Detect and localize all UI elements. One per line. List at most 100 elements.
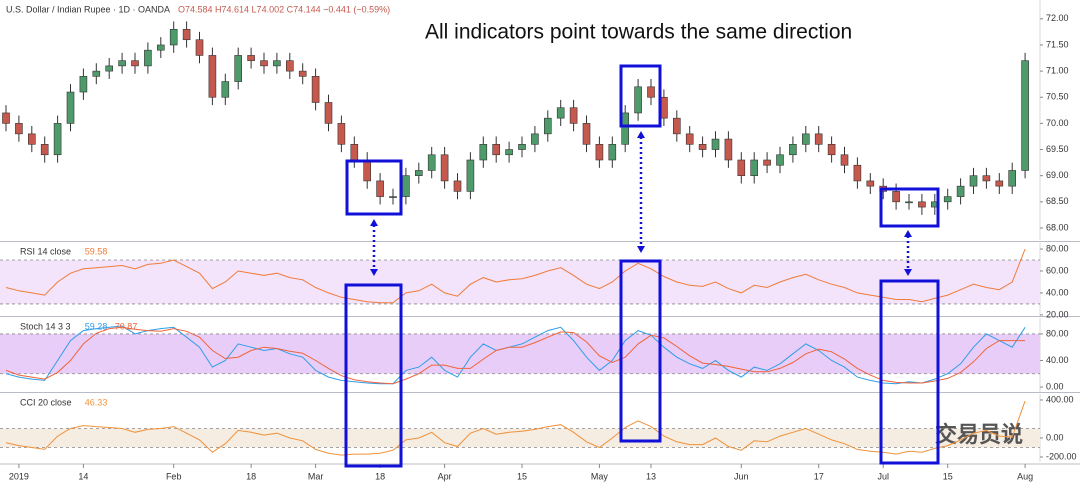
arrow-head	[370, 269, 378, 276]
indicator-value: 70.87	[115, 321, 138, 331]
arrow-head	[904, 230, 912, 237]
indicator-value: 59.28	[85, 321, 108, 331]
x-tick-label: 15	[943, 471, 953, 481]
candle-body	[776, 154, 784, 166]
candle-body	[789, 144, 797, 156]
candle-body	[195, 39, 204, 56]
indicator-value: 46.33	[85, 397, 108, 407]
candle-body	[1008, 170, 1017, 187]
arrow-head	[637, 131, 645, 138]
y-tick-label: 70.00	[1046, 118, 1069, 128]
y-tick-label: 70.50	[1046, 92, 1069, 102]
candle-body	[79, 76, 88, 93]
y-tick-label: 400.00	[1046, 394, 1074, 404]
candle-body	[995, 180, 1004, 187]
y-tick-label: -200.00	[1046, 451, 1077, 461]
candle-body	[956, 185, 965, 197]
y-tick-label: 20.00	[1046, 309, 1069, 319]
candle-body	[750, 159, 759, 176]
candle-body	[298, 70, 307, 77]
candle-body	[840, 154, 849, 166]
y-tick-label: 68.00	[1046, 222, 1069, 232]
candle-body	[505, 149, 513, 156]
background	[0, 0, 1080, 465]
candle-body	[466, 159, 475, 192]
band	[0, 428, 1040, 448]
candle-body	[737, 159, 746, 176]
candle-body	[608, 144, 617, 161]
candle-body	[53, 123, 62, 156]
indicator-line	[5, 326, 1026, 385]
y-tick-label: 40.00	[1046, 355, 1069, 365]
candle-body	[157, 44, 165, 51]
candle-body	[905, 201, 913, 204]
x-tick-label: Feb	[166, 471, 182, 481]
x-tick-label: 18	[246, 471, 256, 481]
x-tick-label: 13	[646, 471, 656, 481]
candle-body	[685, 133, 694, 145]
candle-body	[414, 170, 423, 176]
candle-body	[2, 112, 10, 124]
candle-body	[595, 144, 604, 161]
highlight-box	[619, 64, 662, 128]
candle-body	[853, 164, 862, 182]
candle-body	[208, 55, 217, 98]
candle-body	[440, 154, 449, 182]
candle-body	[969, 175, 978, 187]
chart-title: U.S. Dollar / Indian Rupee · 1D · OANDA	[6, 4, 170, 14]
candle-body	[105, 65, 113, 72]
candle-body	[1021, 60, 1029, 171]
candle-body	[801, 133, 810, 145]
candle-body	[556, 107, 565, 119]
annotation: All indicators point towards the same di…	[425, 21, 852, 44]
y-tick-label: 60.00	[1046, 265, 1069, 275]
arrow-head	[637, 246, 645, 253]
candle-body	[376, 180, 384, 197]
candle-body	[518, 144, 526, 150]
candle-body	[892, 191, 900, 203]
candle-body	[918, 201, 926, 208]
band	[0, 260, 1040, 304]
arrow-head	[370, 219, 378, 226]
candle-body	[672, 117, 681, 135]
candle-body	[814, 133, 823, 145]
y-tick-label: 71.00	[1046, 65, 1069, 75]
candle-body	[182, 28, 191, 41]
y-tick-label: 69.50	[1046, 144, 1069, 154]
candle-body	[724, 138, 733, 161]
candle-body	[260, 60, 268, 67]
candle-body	[27, 133, 36, 145]
candle-body	[647, 86, 655, 98]
candle-body	[621, 112, 630, 145]
candle-body	[234, 55, 242, 82]
y-tick-label: 72.00	[1046, 13, 1069, 23]
indicator-title: Stoch 14 3 3	[20, 321, 71, 331]
quote: O74.584 H74.614 L74.002 C74.144 −0.441 (…	[178, 4, 390, 14]
candle-body	[15, 123, 23, 135]
candle-body	[324, 102, 333, 124]
candle-body	[982, 175, 991, 182]
candle-body	[337, 123, 346, 145]
candle-body	[350, 144, 359, 161]
x-tick-label: 2019	[9, 471, 29, 481]
candle-body	[866, 180, 875, 187]
candle-body	[827, 144, 836, 156]
indicator-title: CCI 20 close	[20, 397, 72, 407]
y-tick-label: 0.00	[1046, 381, 1064, 391]
candle-body	[569, 107, 578, 124]
band	[0, 333, 1040, 374]
candle-body	[763, 159, 771, 166]
x-tick-label: Aug	[1017, 471, 1033, 481]
candle-body	[389, 196, 397, 198]
candle-body	[285, 60, 294, 72]
y-tick-label: 68.50	[1046, 196, 1069, 206]
candle-body	[311, 76, 320, 103]
y-tick-label: 80.00	[1046, 243, 1069, 253]
indicator-line	[5, 248, 1026, 304]
x-tick-label: Jul	[877, 471, 889, 481]
x-tick-label: Mar	[308, 471, 324, 481]
candle-body	[247, 55, 255, 61]
candle-body	[427, 154, 436, 171]
candle-body	[582, 123, 591, 145]
x-tick-label: 15	[517, 471, 527, 481]
